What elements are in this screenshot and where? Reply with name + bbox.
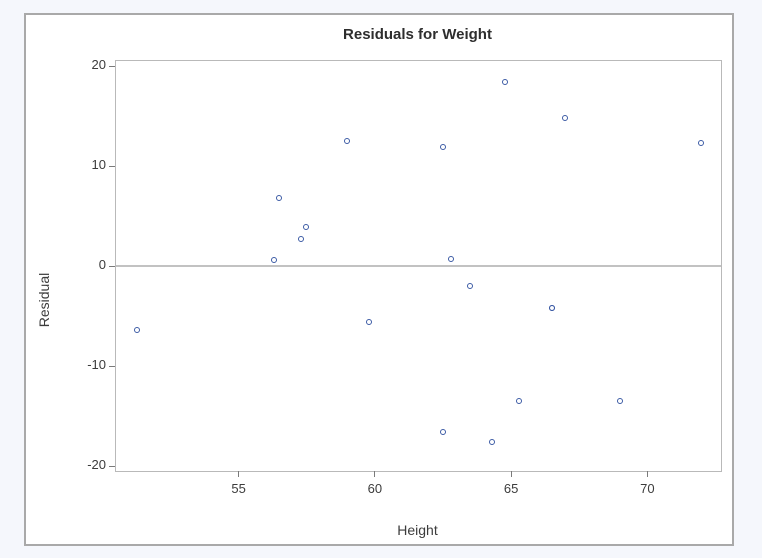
- y-tick-mark: [109, 65, 115, 67]
- data-point-marker: [466, 283, 473, 290]
- data-point-marker: [447, 255, 454, 262]
- data-point-marker: [616, 397, 623, 404]
- data-point-marker: [439, 144, 446, 151]
- chart-title: Residuals for Weight: [343, 26, 492, 43]
- plot-area: 55 60 65 70 20 10 0 -10 -20: [87, 57, 722, 496]
- y-tick-mark: [109, 365, 115, 367]
- chart-panel: Residuals for Weight 55 60 65 70 20 10 0 -10 -20…: [24, 13, 734, 546]
- data-point-marker: [548, 305, 555, 312]
- y-tick-label: -10: [87, 357, 106, 372]
- y-tick-label: 10: [91, 157, 106, 172]
- x-tick-mark: [238, 471, 240, 477]
- data-point-marker: [134, 327, 141, 334]
- y-tick-label: -20: [87, 457, 106, 472]
- x-tick-label: 70: [640, 481, 655, 496]
- x-tick-label: 65: [503, 481, 519, 496]
- y-tick-mark: [109, 165, 115, 167]
- x-tick-label: 60: [367, 481, 383, 496]
- data-point-marker: [502, 78, 509, 85]
- y-tick-label: 0: [98, 257, 106, 272]
- x-tick-mark: [510, 471, 512, 477]
- x-axis-label: Height: [397, 522, 438, 538]
- data-point-marker: [270, 257, 277, 264]
- y-axis-label: Residual: [36, 272, 52, 328]
- data-point-marker: [365, 318, 372, 325]
- data-point-marker: [562, 114, 569, 121]
- y-tick-label: 20: [91, 57, 106, 72]
- data-point-marker: [276, 195, 282, 202]
- data-point-marker: [303, 224, 310, 231]
- data-point-marker: [344, 137, 351, 144]
- data-point-marker: [439, 429, 446, 436]
- x-tick-mark: [374, 471, 376, 477]
- data-point-marker: [698, 139, 705, 146]
- x-tick-label: 55: [231, 481, 246, 496]
- data-point-marker: [297, 236, 304, 243]
- data-point-marker: [515, 398, 522, 405]
- zero-reference-line: [116, 265, 721, 267]
- y-tick-mark: [109, 265, 115, 267]
- y-tick-mark: [109, 465, 115, 467]
- x-tick-mark: [646, 471, 648, 477]
- data-point-marker: [488, 439, 495, 446]
